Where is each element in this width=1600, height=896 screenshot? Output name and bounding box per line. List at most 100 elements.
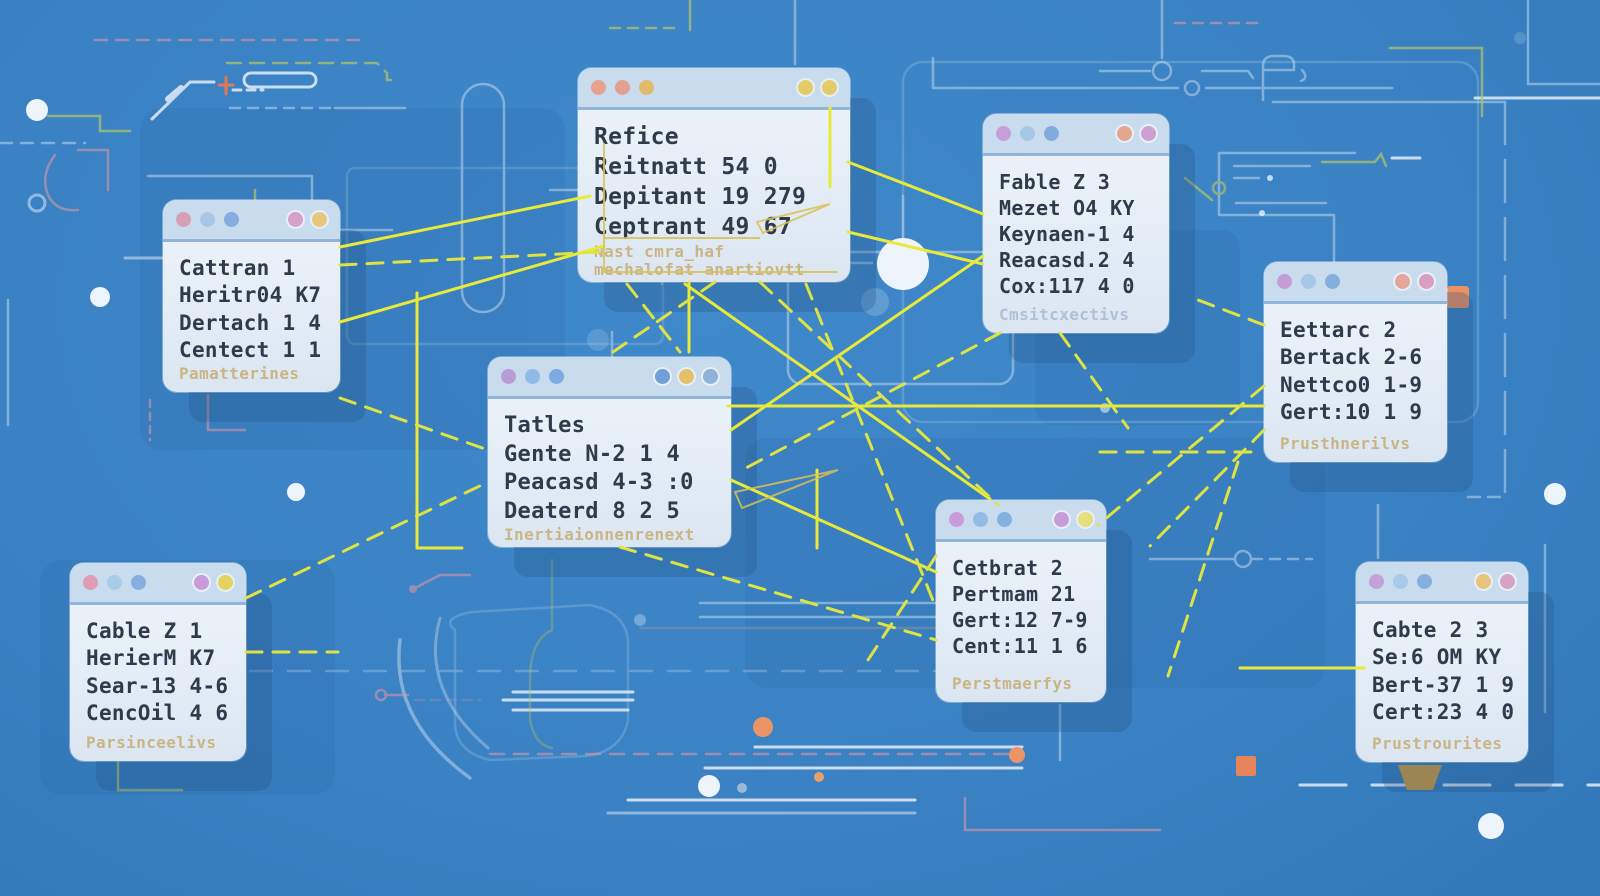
window-text-line: Eettarc 2 xyxy=(1280,318,1397,342)
window-control-dots xyxy=(288,212,327,227)
traffic-light-dot[interactable] xyxy=(525,369,540,384)
window-body: Cable Z 1 HerierM K7 Sear-13 4-6 CencOil 4 … xyxy=(70,605,246,761)
traffic-light-dot[interactable] xyxy=(996,126,1011,141)
window-text-line: Nettco0 1-9 xyxy=(1280,372,1423,397)
traffic-light-dot[interactable] xyxy=(1301,274,1316,289)
window-body: Cetbrat 2 Pertmam 21 Gert:12 7-9 Cent:11 1 … xyxy=(936,542,1106,702)
window-control-dot[interactable] xyxy=(1078,512,1093,527)
traffic-light-dot[interactable] xyxy=(200,212,215,227)
window-text-line: Reitnatt 54 0 xyxy=(594,153,778,180)
window-footer-text: Cmsitcxectivs xyxy=(999,305,1153,324)
window-text-line: Sear-13 4-6 xyxy=(86,673,229,698)
traffic-light-dot[interactable] xyxy=(615,80,630,95)
window-footer-text: Perstmaerfys xyxy=(952,673,1090,693)
window-text-line: Bert-37 1 9 xyxy=(1372,672,1515,697)
traffic-light-dot[interactable] xyxy=(83,575,98,590)
window-footer-line: Inertiaionnenrenext xyxy=(504,525,695,545)
traffic-lights-left xyxy=(176,212,239,227)
window-footer-text: Pamatterines xyxy=(179,364,324,383)
window-control-dot[interactable] xyxy=(798,80,813,95)
window-control-dot[interactable] xyxy=(1395,274,1410,289)
cross-marker xyxy=(217,75,235,96)
window-text-line: Cattran 1 xyxy=(179,256,296,280)
window-text-line: Cox:117 4 0 xyxy=(999,274,1135,298)
window-refice: Refice Reitnatt 54 0 Depitant 19 279 Ceptra… xyxy=(578,68,850,282)
window-titlebar[interactable] xyxy=(1356,562,1528,604)
window-control-dot[interactable] xyxy=(194,575,209,590)
traffic-light-dot[interactable] xyxy=(224,212,239,227)
window-text-line: Mezet O4 KY xyxy=(999,196,1135,220)
window-titlebar[interactable] xyxy=(1264,262,1447,304)
window-text-line: Pertmam 21 xyxy=(952,582,1076,606)
window-text-line: Peacasd 4-3 :0 xyxy=(504,470,694,496)
window-control-dot[interactable] xyxy=(655,369,670,384)
window-tatles: Tatles Gente N-2 1 4 Peacasd 4-3 :0 Deaterd… xyxy=(488,357,731,547)
window-footer-line: Nast cmra_haf xyxy=(594,241,725,261)
traffic-light-dot[interactable] xyxy=(1417,574,1432,589)
traffic-light-dot[interactable] xyxy=(973,512,988,527)
window-text-line: HerierM K7 xyxy=(86,646,216,671)
window-titlebar[interactable] xyxy=(488,357,731,399)
traffic-light-dot[interactable] xyxy=(1393,574,1408,589)
window-titlebar[interactable] xyxy=(936,500,1106,542)
window-control-dot[interactable] xyxy=(703,369,718,384)
window-control-dots xyxy=(1476,574,1515,589)
window-cattran: Cattran 1 Heritr04 K7 Dertach 1 4 Centect 1… xyxy=(163,200,340,392)
window-control-dot[interactable] xyxy=(679,369,694,384)
window-footer-line: Perstmaerfys xyxy=(952,673,1073,693)
traffic-light-dot[interactable] xyxy=(1020,126,1035,141)
traffic-light-dot[interactable] xyxy=(639,80,654,95)
window-control-dot[interactable] xyxy=(1141,126,1156,141)
traffic-light-dot[interactable] xyxy=(131,575,146,590)
window-titlebar[interactable] xyxy=(70,563,246,605)
window-text-line: Tatles xyxy=(504,413,586,438)
orange-accents xyxy=(753,286,1469,790)
window-text-line: Cetbrat 2 xyxy=(952,556,1064,580)
traffic-light-dot[interactable] xyxy=(949,512,964,527)
traffic-lights-left xyxy=(501,369,564,384)
window-text-line: Depitant 19 279 xyxy=(594,183,807,210)
window-text-line: Centect 1 1 xyxy=(179,337,322,362)
window-control-dots xyxy=(1395,274,1434,289)
window-titlebar[interactable] xyxy=(578,68,850,110)
white-traces xyxy=(123,71,1600,815)
traffic-light-dot[interactable] xyxy=(176,212,191,227)
window-text-line: Cert:23 4 0 xyxy=(1372,699,1515,724)
window-control-dot[interactable] xyxy=(1476,574,1491,589)
traffic-light-dot[interactable] xyxy=(1369,574,1384,589)
window-text-line: Refice xyxy=(594,124,679,150)
window-footer-line: mechalofat anartiovtt xyxy=(594,259,805,279)
window-text-line: Cabte 2 3 xyxy=(1372,618,1489,642)
window-text-line: Gert:12 7-9 xyxy=(952,608,1088,632)
window-control-dot[interactable] xyxy=(288,212,303,227)
window-body: Tatles Gente N-2 1 4 Peacasd 4-3 :0 Deaterd… xyxy=(488,399,731,547)
traffic-light-dot[interactable] xyxy=(501,369,516,384)
window-titlebar[interactable] xyxy=(163,200,340,242)
traffic-light-dot[interactable] xyxy=(1325,274,1340,289)
traffic-light-dot[interactable] xyxy=(997,512,1012,527)
window-control-dot[interactable] xyxy=(218,575,233,590)
window-text-line: Fable Z 3 xyxy=(999,170,1111,194)
window-control-dots xyxy=(798,80,837,95)
window-text-line: Keynaen-1 4 xyxy=(999,222,1135,246)
traffic-lights-left xyxy=(1369,574,1432,589)
window-body: Cabte 2 3 Se:6 OM KY Bert-37 1 9 Cert:23 4 … xyxy=(1356,604,1528,762)
traffic-light-dot[interactable] xyxy=(591,80,606,95)
traffic-lights-left xyxy=(996,126,1059,141)
window-control-dot[interactable] xyxy=(1054,512,1069,527)
window-control-dot[interactable] xyxy=(822,80,837,95)
window-text-line: Reacasd.2 4 xyxy=(999,248,1135,272)
traffic-light-dot[interactable] xyxy=(549,369,564,384)
traffic-lights-left xyxy=(591,80,654,95)
traffic-light-dot[interactable] xyxy=(1277,274,1292,289)
window-footer-line: Parsinceelivs xyxy=(86,732,217,752)
window-control-dot[interactable] xyxy=(1117,126,1132,141)
window-control-dot[interactable] xyxy=(1419,274,1434,289)
traffic-light-dot[interactable] xyxy=(1044,126,1059,141)
window-footer-text: Nast cmra_haf mechalofat anartiovtt xyxy=(594,241,834,280)
window-control-dot[interactable] xyxy=(1500,574,1515,589)
window-control-dot[interactable] xyxy=(312,212,327,227)
window-titlebar[interactable] xyxy=(983,114,1169,156)
traffic-light-dot[interactable] xyxy=(107,575,122,590)
